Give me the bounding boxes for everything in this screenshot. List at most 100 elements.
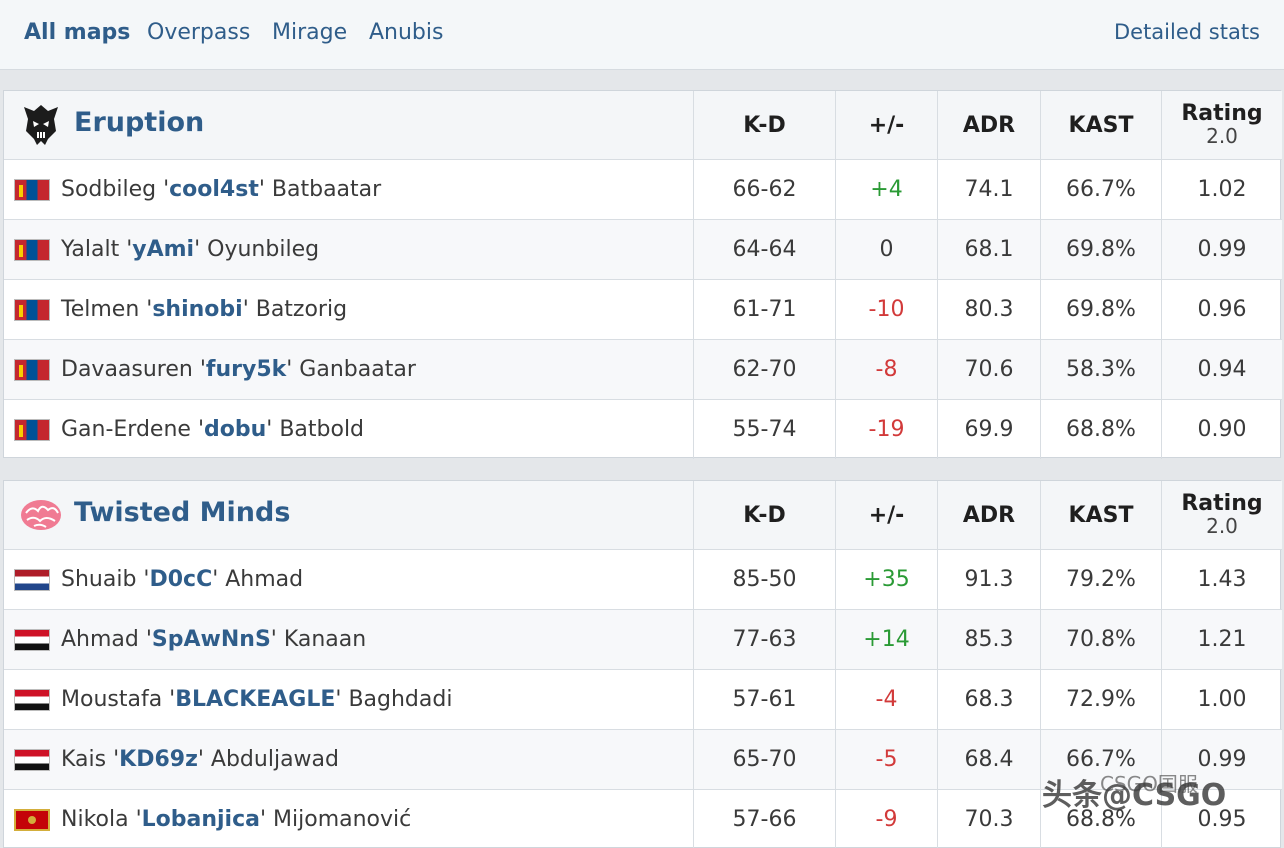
player-nickname[interactable]: dobu bbox=[204, 417, 267, 442]
player-last-name: ' Abduljawad bbox=[197, 747, 339, 772]
column-header-kast: KAST bbox=[1040, 481, 1161, 549]
country-flag-icon bbox=[14, 808, 50, 831]
column-header-rating: Rating 2.0 bbox=[1161, 481, 1282, 549]
rating-header-version: 2.0 bbox=[1206, 124, 1238, 148]
player-row[interactable]: Telmen ' shinobi ' Batzorig 61-71 -10 80.3 69.… bbox=[4, 279, 1282, 339]
adr-value: 70.3 bbox=[937, 790, 1040, 848]
player-nickname[interactable]: yAmi bbox=[132, 237, 195, 262]
player-row[interactable]: Shuaib ' D0cC ' Ahmad 85-50 +35 91.3 79.2% 1.43 bbox=[4, 549, 1282, 609]
player-name[interactable]: Nikola ' Lobanjica ' Mijomanović bbox=[14, 790, 411, 848]
player-name[interactable]: Ahmad ' SpAwNnS ' Kanaan bbox=[14, 610, 366, 669]
player-name[interactable]: Gan-Erdene ' dobu ' Batbold bbox=[14, 400, 364, 459]
kd-value: 65-70 bbox=[693, 730, 835, 789]
player-first-name: Shuaib ' bbox=[61, 567, 150, 592]
player-row[interactable]: Yalalt ' yAmi ' Oyunbileg 64-64 0 68.1 69.8% 0.… bbox=[4, 219, 1282, 279]
tab-mirage[interactable]: Mirage bbox=[272, 20, 348, 45]
rating-header-label: Rating bbox=[1181, 491, 1263, 516]
player-nickname[interactable]: SpAwNnS bbox=[151, 627, 271, 652]
player-first-name: Yalalt ' bbox=[61, 237, 133, 262]
player-name[interactable]: Kais ' KD69z ' Abduljawad bbox=[14, 730, 339, 789]
player-row[interactable]: Davaasuren ' fury5k ' Ganbaatar 62-70 -8 70.6… bbox=[4, 339, 1282, 399]
plus-minus-value: 0 bbox=[835, 220, 937, 279]
player-nickname[interactable]: Lobanjica bbox=[141, 807, 260, 832]
adr-value: 74.1 bbox=[937, 160, 1040, 219]
plus-minus-value: +14 bbox=[835, 610, 937, 669]
player-row[interactable]: Moustafa ' BLACKEAGLE ' Baghdadi 57-61 -4 68.… bbox=[4, 669, 1282, 729]
column-header-kast: KAST bbox=[1040, 91, 1161, 159]
detailed-stats-link[interactable]: Detailed stats bbox=[1113, 20, 1260, 44]
player-nickname[interactable]: D0cC bbox=[149, 567, 213, 592]
kast-value: 69.8% bbox=[1040, 220, 1161, 279]
kd-value: 66-62 bbox=[693, 160, 835, 219]
kast-value: 72.9% bbox=[1040, 670, 1161, 729]
player-nickname[interactable]: cool4st bbox=[169, 177, 259, 202]
rating-value: 1.02 bbox=[1161, 160, 1282, 219]
player-first-name: Davaasuren ' bbox=[61, 357, 206, 382]
adr-value: 69.9 bbox=[937, 400, 1040, 459]
player-name[interactable]: Yalalt ' yAmi ' Oyunbileg bbox=[14, 220, 319, 279]
kast-value: 79.2% bbox=[1040, 550, 1161, 609]
rating-value: 1.43 bbox=[1161, 550, 1282, 609]
rating-header-version: 2.0 bbox=[1206, 514, 1238, 538]
plus-minus-value: -10 bbox=[835, 280, 937, 339]
kd-value: 55-74 bbox=[693, 400, 835, 459]
rating-header-label: Rating bbox=[1181, 101, 1263, 126]
player-last-name: ' Batzorig bbox=[242, 297, 348, 322]
plus-minus-value: -4 bbox=[835, 670, 937, 729]
player-name[interactable]: Sodbileg ' cool4st ' Batbaatar bbox=[14, 160, 381, 219]
rating-value: 1.21 bbox=[1161, 610, 1282, 669]
player-row[interactable]: Nikola ' Lobanjica ' Mijomanović 57-66 -9 70.… bbox=[4, 789, 1282, 848]
team-name[interactable]: Eruption bbox=[74, 107, 205, 138]
tab-overpass[interactable]: Overpass bbox=[147, 20, 251, 45]
column-header-adr: ADR bbox=[937, 91, 1040, 159]
player-name[interactable]: Moustafa ' BLACKEAGLE ' Baghdadi bbox=[14, 670, 452, 729]
watermark-main: 头条@CSGO bbox=[1042, 778, 1227, 813]
adr-value: 80.3 bbox=[937, 280, 1040, 339]
rating-value: 0.96 bbox=[1161, 280, 1282, 339]
player-nickname[interactable]: shinobi bbox=[152, 297, 243, 322]
kast-value: 66.7% bbox=[1040, 160, 1161, 219]
plus-minus-value: -5 bbox=[835, 730, 937, 789]
tab-anubis[interactable]: Anubis bbox=[369, 20, 444, 45]
player-last-name: ' Kanaan bbox=[270, 627, 367, 652]
player-row[interactable]: Sodbileg ' cool4st ' Batbaatar 66-62 +4 74.1 6… bbox=[4, 159, 1282, 219]
kast-value: 68.8% bbox=[1040, 400, 1161, 459]
tab-all-maps[interactable]: All maps bbox=[24, 20, 131, 45]
country-flag-icon bbox=[14, 628, 50, 651]
player-row[interactable]: Kais ' KD69z ' Abduljawad 65-70 -5 68.4 66.7% 0… bbox=[4, 729, 1282, 789]
plus-minus-value: +4 bbox=[835, 160, 937, 219]
country-flag-icon bbox=[14, 238, 50, 261]
country-flag-icon bbox=[14, 298, 50, 321]
player-nickname[interactable]: fury5k bbox=[205, 357, 287, 382]
country-flag-icon bbox=[14, 748, 50, 771]
player-name[interactable]: Davaasuren ' fury5k ' Ganbaatar bbox=[14, 340, 416, 399]
player-first-name: Kais ' bbox=[61, 747, 120, 772]
kd-value: 77-63 bbox=[693, 610, 835, 669]
player-last-name: ' Oyunbileg bbox=[194, 237, 320, 262]
player-row[interactable]: Gan-Erdene ' dobu ' Batbold 55-74 -19 69.9 68.… bbox=[4, 399, 1282, 459]
column-header-plus-minus: +/- bbox=[835, 91, 937, 159]
player-first-name: Gan-Erdene ' bbox=[61, 417, 204, 442]
team-name[interactable]: Twisted Minds bbox=[74, 497, 291, 528]
plus-minus-value: -19 bbox=[835, 400, 937, 459]
player-first-name: Sodbileg ' bbox=[61, 177, 170, 202]
team-header-row: Eruption K-D +/- ADR KAST Rating 2.0 bbox=[4, 91, 1282, 159]
rating-value: 0.94 bbox=[1161, 340, 1282, 399]
player-nickname[interactable]: BLACKEAGLE bbox=[175, 687, 336, 712]
plus-minus-value: -8 bbox=[835, 340, 937, 399]
plus-minus-value: +35 bbox=[835, 550, 937, 609]
player-name[interactable]: Telmen ' shinobi ' Batzorig bbox=[14, 280, 347, 339]
player-first-name: Telmen ' bbox=[61, 297, 153, 322]
player-nickname[interactable]: KD69z bbox=[119, 747, 198, 772]
column-header-kd: K-D bbox=[693, 91, 835, 159]
player-last-name: ' Ahmad bbox=[212, 567, 304, 592]
team-stats-table: Twisted Minds K-D +/- ADR KAST Rating 2.0 Shuai… bbox=[3, 480, 1282, 848]
player-row[interactable]: Ahmad ' SpAwNnS ' Kanaan 77-63 +14 85.3 70.8% 1… bbox=[4, 609, 1282, 669]
adr-value: 91.3 bbox=[937, 550, 1040, 609]
player-first-name: Nikola ' bbox=[61, 807, 142, 832]
column-header-kd: K-D bbox=[693, 481, 835, 549]
player-name[interactable]: Shuaib ' D0cC ' Ahmad bbox=[14, 550, 303, 609]
team-header-row: Twisted Minds K-D +/- ADR KAST Rating 2.0 bbox=[4, 481, 1282, 549]
rating-value: 1.00 bbox=[1161, 670, 1282, 729]
eruption-logo-icon bbox=[18, 101, 64, 147]
